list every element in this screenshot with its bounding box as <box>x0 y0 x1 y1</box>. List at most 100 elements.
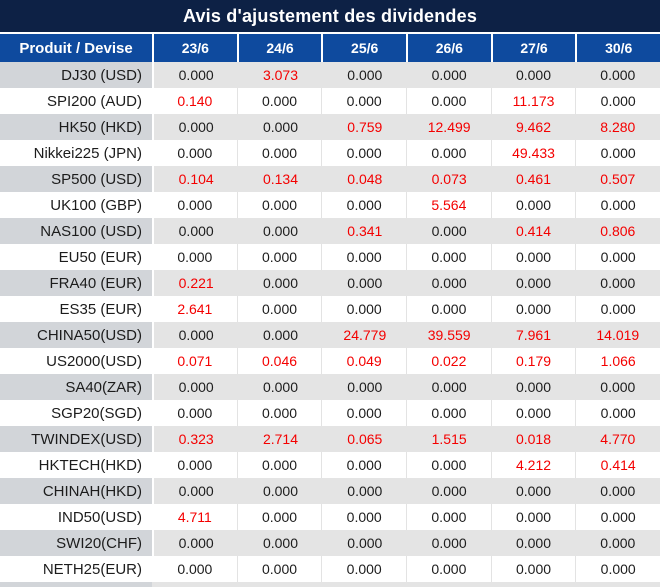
value-cell: 0.000 <box>238 114 323 140</box>
table-body: DJ30 (USD) 0.000 3.073 0.000 0.000 0.000 0.000… <box>0 62 660 582</box>
value-cell: 0.000 <box>575 140 660 166</box>
value-cell: 2.641 <box>152 296 237 322</box>
value-cell: 0.000 <box>406 270 492 296</box>
value-cell: 0.000 <box>491 374 576 400</box>
value-cell: 4.212 <box>490 452 576 478</box>
table-row: EU50 (EUR) 0.000 0.000 0.000 0.000 0.000 0.000 <box>0 244 660 270</box>
product-cell: IND50(USD) <box>0 504 152 530</box>
value-cell: 0.000 <box>406 140 491 166</box>
value-cell: 1.066 <box>575 348 660 374</box>
table-row: SPI200 (AUD) 0.140 0.000 0.000 0.000 11.173 0.… <box>0 88 660 114</box>
value-cell: 0.000 <box>321 452 407 478</box>
product-cell: Nikkei225 (JPN) <box>0 140 152 166</box>
value-cell: 0.134 <box>238 166 323 192</box>
value-cell: 0.000 <box>575 88 660 114</box>
value-cell: 0.000 <box>406 88 491 114</box>
value-cell: 8.280 <box>575 114 660 140</box>
value-cell: 0.000 <box>575 244 660 270</box>
column-header-date-4: 27/6 <box>490 34 576 62</box>
value-cell: 0.000 <box>322 374 407 400</box>
product-cell: FRA40 (EUR) <box>0 270 152 296</box>
product-cell: US2000(USD) <box>0 348 152 374</box>
value-cell: 0.046 <box>236 348 322 374</box>
value-cell: 1.515 <box>406 426 492 452</box>
value-cell: 0.000 <box>236 452 322 478</box>
value-cell: 0.806 <box>575 218 660 244</box>
value-cell: 0.000 <box>575 556 660 582</box>
value-cell: 0.000 <box>490 296 576 322</box>
value-cell: 0.048 <box>322 166 407 192</box>
table-row: SGP20(SGD) 0.000 0.000 0.000 0.000 0.000 0.000 <box>0 400 660 426</box>
value-cell: 0.065 <box>322 426 407 452</box>
table-row: HKTECH(HKD) 0.000 0.000 0.000 0.000 4.212 0.41… <box>0 452 660 478</box>
value-cell: 0.000 <box>575 296 660 322</box>
value-cell: 0.179 <box>490 348 576 374</box>
page-title: Avis d'ajustement des dividendes <box>0 0 660 34</box>
column-header-date-0: 23/6 <box>152 34 237 62</box>
value-cell: 0.000 <box>152 218 239 244</box>
value-cell: 9.462 <box>491 114 576 140</box>
product-cell: NAS100 (USD) <box>0 218 152 244</box>
value-cell: 3.073 <box>238 62 323 88</box>
table-row: CHINAH(HKD) 0.000 0.000 0.000 0.000 0.000 0.00… <box>0 478 660 504</box>
value-cell: 0.000 <box>321 504 407 530</box>
value-cell: 0.000 <box>152 556 237 582</box>
bottom-strip-values <box>152 582 660 587</box>
table-row: SP500 (USD) 0.104 0.134 0.048 0.073 0.461 0.50… <box>0 166 660 192</box>
value-cell: 0.000 <box>575 270 660 296</box>
value-cell: 0.000 <box>406 478 492 504</box>
table-row: Nikkei225 (JPN) 0.000 0.000 0.000 0.000 49.43… <box>0 140 660 166</box>
value-cell: 0.000 <box>406 530 492 556</box>
value-cell: 0.000 <box>575 374 660 400</box>
column-header-date-2: 25/6 <box>321 34 406 62</box>
value-cell: 0.000 <box>152 192 237 218</box>
value-cell: 0.000 <box>490 400 576 426</box>
table-row: DJ30 (USD) 0.000 3.073 0.000 0.000 0.000 0.000 <box>0 62 660 88</box>
column-header-date-5: 30/6 <box>575 34 660 62</box>
value-cell: 0.000 <box>238 374 323 400</box>
product-cell: ES35 (EUR) <box>0 296 152 322</box>
value-cell: 0.000 <box>236 88 322 114</box>
value-cell: 2.714 <box>238 426 323 452</box>
value-cell: 0.221 <box>152 270 239 296</box>
product-cell: SGP20(SGD) <box>0 400 152 426</box>
value-cell: 0.000 <box>321 192 407 218</box>
table-row: FRA40 (EUR) 0.221 0.000 0.000 0.000 0.000 0.00… <box>0 270 660 296</box>
value-cell: 0.000 <box>406 504 491 530</box>
value-cell: 0.414 <box>491 218 576 244</box>
value-cell: 0.000 <box>236 244 322 270</box>
product-cell: HKTECH(HKD) <box>0 452 152 478</box>
value-cell: 0.000 <box>152 478 239 504</box>
value-cell: 0.000 <box>152 322 239 348</box>
value-cell: 0.000 <box>238 270 323 296</box>
product-cell: SA40(ZAR) <box>0 374 152 400</box>
table-row: HK50 (HKD) 0.000 0.000 0.759 12.499 9.462 8.28… <box>0 114 660 140</box>
value-cell: 0.000 <box>575 192 660 218</box>
value-cell: 0.414 <box>575 452 660 478</box>
table-row: SWI20(CHF) 0.000 0.000 0.000 0.000 0.000 0.000 <box>0 530 660 556</box>
value-cell: 14.019 <box>575 322 660 348</box>
value-cell: 0.000 <box>491 530 576 556</box>
value-cell: 0.000 <box>238 478 323 504</box>
product-cell: EU50 (EUR) <box>0 244 152 270</box>
value-cell: 0.000 <box>236 400 322 426</box>
table-row: UK100 (GBP) 0.000 0.000 0.000 5.564 0.000 0.00… <box>0 192 660 218</box>
value-cell: 0.000 <box>406 452 491 478</box>
value-cell: 0.000 <box>321 296 407 322</box>
column-header-product: Produit / Devise <box>19 39 133 57</box>
value-cell: 0.000 <box>490 244 576 270</box>
value-cell: 0.000 <box>322 62 407 88</box>
value-cell: 0.000 <box>321 88 407 114</box>
value-cell: 0.000 <box>152 400 237 426</box>
value-cell: 0.000 <box>575 62 660 88</box>
value-cell: 5.564 <box>406 192 491 218</box>
value-cell: 0.000 <box>238 218 323 244</box>
value-cell: 0.104 <box>152 166 239 192</box>
table-row: TWINDEX(USD) 0.323 2.714 0.065 1.515 0.018 4.7… <box>0 426 660 452</box>
value-cell: 0.000 <box>575 478 660 504</box>
value-cell: 24.779 <box>322 322 407 348</box>
bottom-strip <box>0 582 660 587</box>
value-cell: 0.000 <box>236 296 322 322</box>
value-cell: 0.071 <box>152 348 237 374</box>
